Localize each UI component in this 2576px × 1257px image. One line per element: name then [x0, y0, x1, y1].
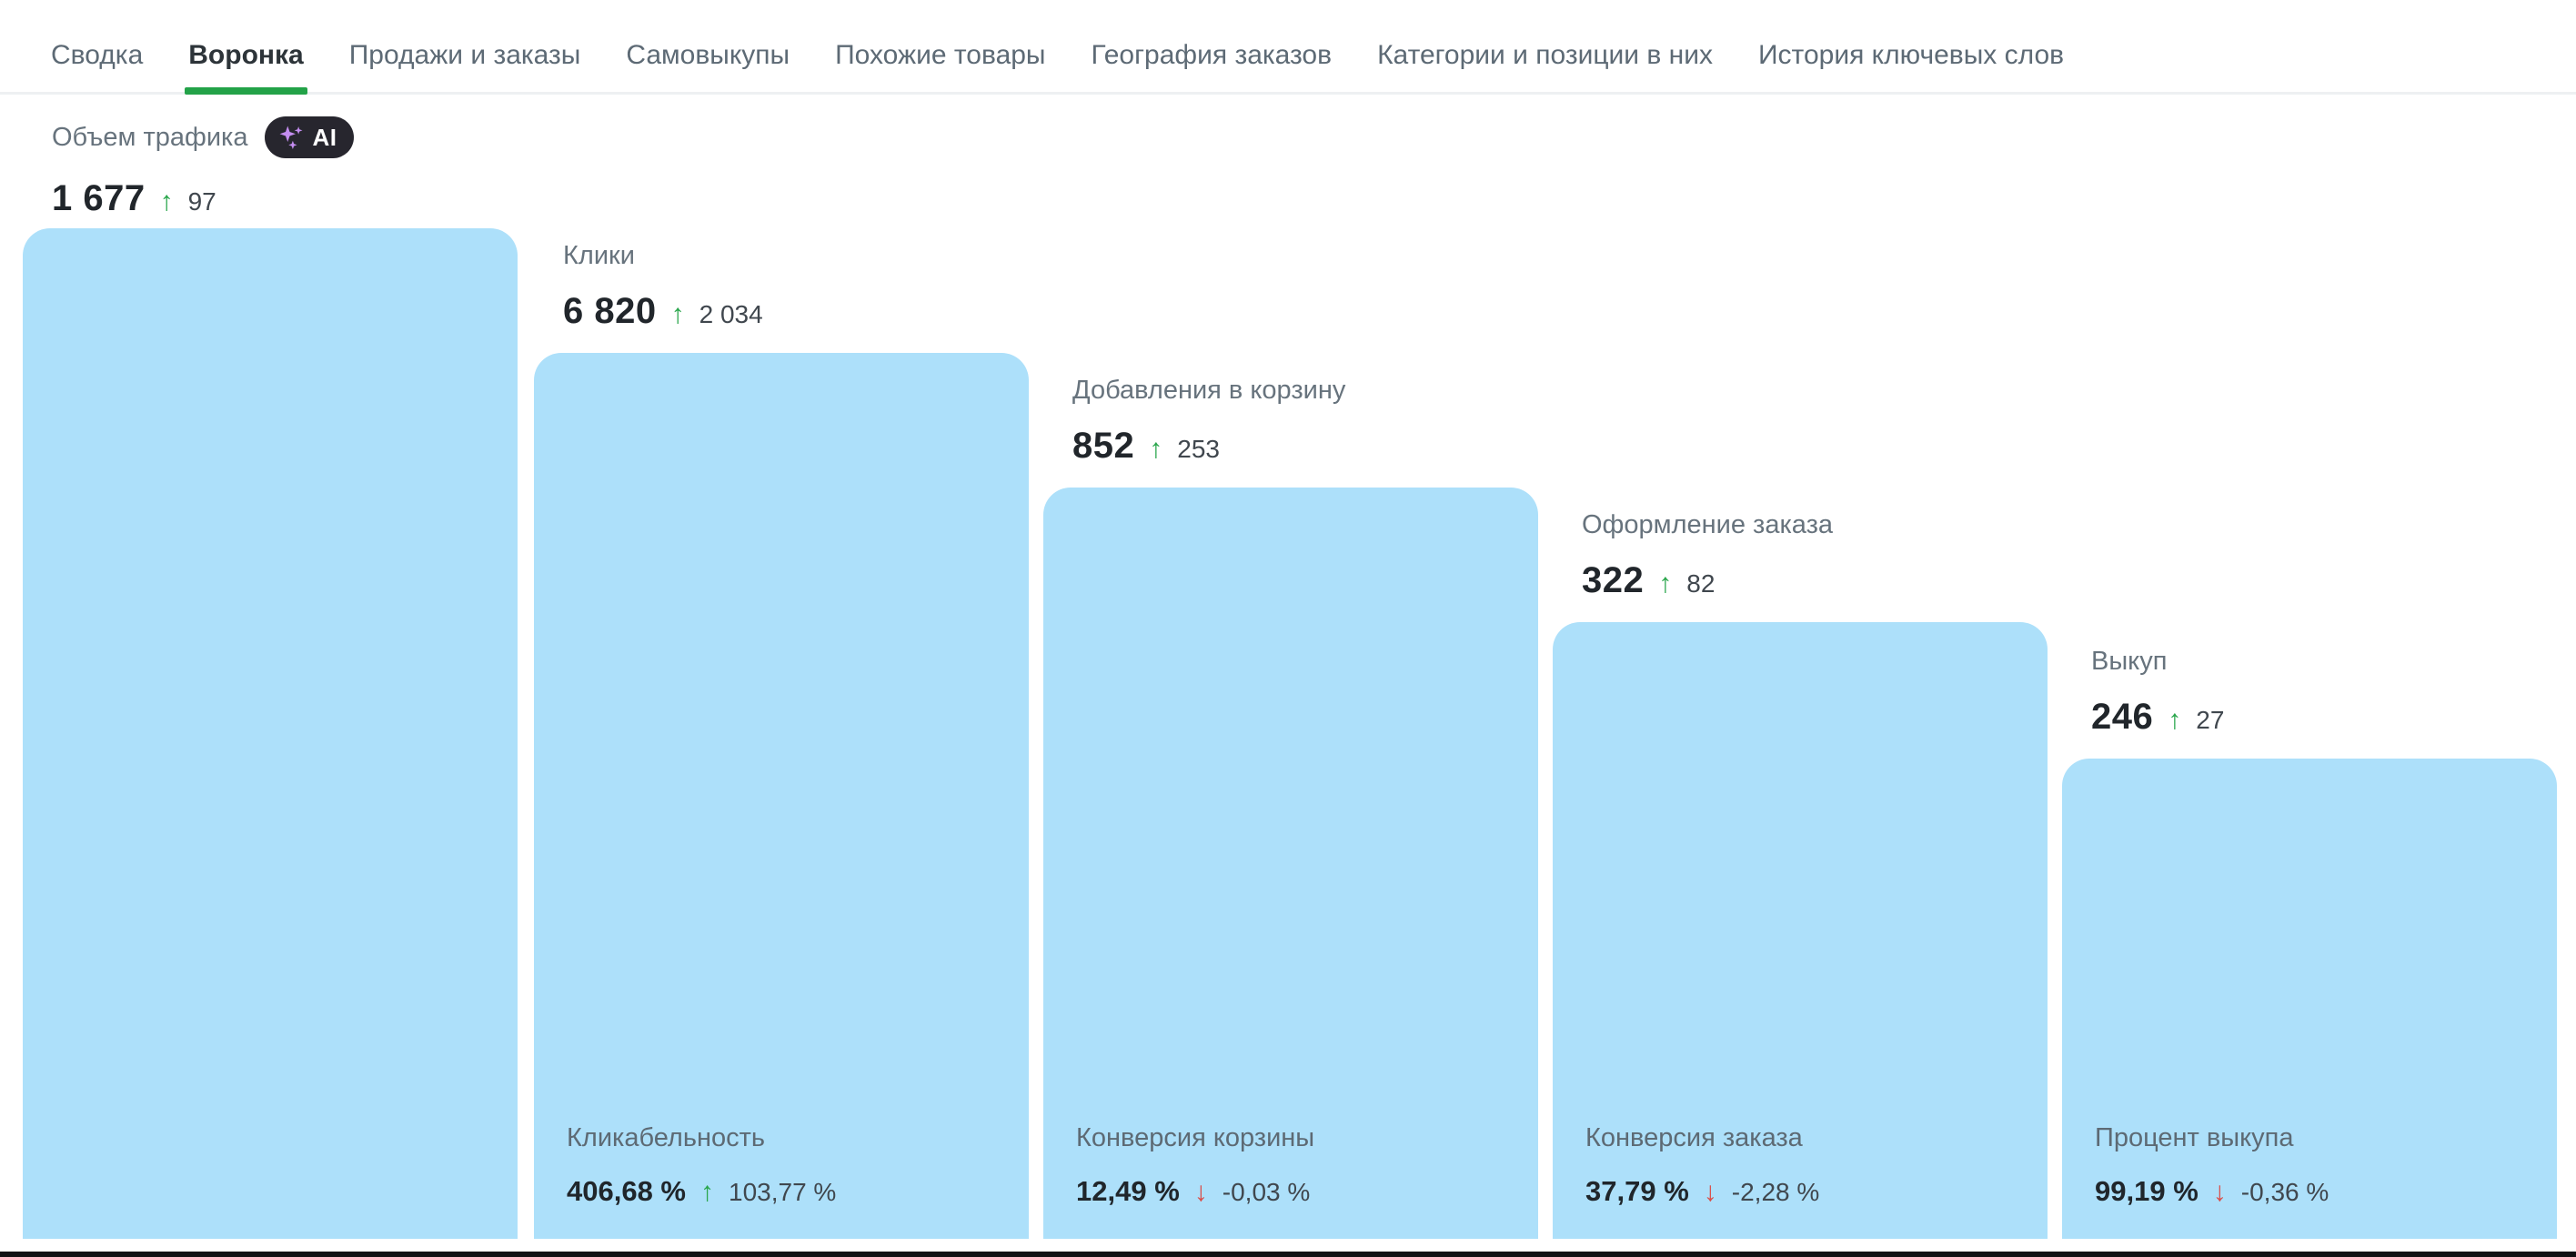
tab-kategorii-i-pozicii[interactable]: Категории и позиции в них	[1377, 40, 1713, 70]
tab-voronka[interactable]: Воронка	[185, 25, 308, 95]
conversion-block: Процент выкупа 99,19 % ↓ -0,36 %	[2095, 1123, 2329, 1208]
funnel-bar-traffic	[23, 228, 518, 1239]
conversion-block: Кликабельность 406,68 % ↑ 103,77 %	[567, 1123, 836, 1208]
stage-label: Выкуп	[2091, 647, 2168, 676]
conversion-value: 37,79 %	[1585, 1175, 1689, 1207]
arrow-up-icon: ↑	[2168, 705, 2182, 735]
stage-label: Объем трафика	[52, 122, 248, 152]
stage-header: Клики 6 820 ↑ 2 034	[563, 241, 763, 332]
funnel-stage-buyout: Выкуп 246 ↑ 27 Процент выкупа 99,19 % ↓ …	[2062, 647, 2557, 1239]
tab-prodazhi-i-zakazy[interactable]: Продажи и заказы	[348, 40, 581, 70]
tab-pohozhie-tovary[interactable]: Похожие товары	[835, 40, 1046, 70]
tab-bar: Сводка Воронка Продажи и заказы Самовыку…	[0, 0, 2576, 95]
arrow-down-icon: ↓	[1193, 1177, 1208, 1207]
conversion-value: 12,49 %	[1076, 1175, 1180, 1207]
tab-geografiya-zakazov[interactable]: География заказов	[1091, 40, 1333, 70]
stage-value: 852	[1072, 426, 1135, 466]
tab-samovykupy[interactable]: Самовыкупы	[626, 40, 790, 70]
arrow-up-icon: ↑	[1658, 568, 1673, 598]
conversion-delta: -0,36 %	[2240, 1178, 2329, 1206]
stage-header: Оформление заказа 322 ↑ 82	[1582, 510, 1833, 601]
conversion-delta: -2,28 %	[1731, 1178, 1820, 1206]
arrow-up-icon: ↑	[1149, 434, 1163, 464]
stage-value: 246	[2091, 697, 2154, 737]
stage-label: Клики	[563, 241, 635, 270]
stage-delta: 97	[187, 187, 216, 216]
funnel-stage-clicks: Клики 6 820 ↑ 2 034 Кликабельность 406,6…	[534, 241, 1029, 1239]
stage-delta: 253	[1177, 435, 1220, 463]
funnel-stage-checkout: Оформление заказа 322 ↑ 82 Конверсия зак…	[1553, 510, 2048, 1239]
funnel-bar-clicks: Кликабельность 406,68 % ↑ 103,77 %	[534, 353, 1029, 1239]
conversion-block: Конверсия корзины 12,49 % ↓ -0,03 %	[1076, 1123, 1314, 1208]
sparkles-icon	[279, 126, 303, 149]
stage-value: 322	[1582, 560, 1645, 600]
conversion-label: Конверсия корзины	[1076, 1123, 1315, 1152]
arrow-up-icon: ↑	[700, 1177, 714, 1207]
stage-delta: 2 034	[699, 300, 763, 328]
stage-header: Выкуп 246 ↑ 27	[2091, 647, 2224, 738]
conversion-value: 99,19 %	[2095, 1175, 2199, 1207]
window-bottom-border	[0, 1252, 2576, 1257]
tab-istoriya-klyuchevyh-slov[interactable]: История ключевых слов	[1757, 40, 2065, 70]
funnel-stage-traffic: Объем трафика AI 1 677 ↑ 97	[23, 116, 518, 1239]
funnel-stage-cart: Добавления в корзину 852 ↑ 253 Конверсия…	[1043, 376, 1538, 1239]
stage-delta: 27	[2196, 706, 2225, 734]
ai-badge[interactable]: AI	[264, 116, 354, 158]
conversion-label: Процент выкупа	[2095, 1123, 2294, 1152]
tab-svodka[interactable]: Сводка	[51, 40, 144, 70]
funnel-bar-checkout: Конверсия заказа 37,79 % ↓ -2,28 %	[1553, 622, 2048, 1239]
ai-badge-label: AI	[312, 123, 337, 151]
funnel-bar-buyout: Процент выкупа 99,19 % ↓ -0,36 %	[2062, 759, 2557, 1239]
stage-label: Добавления в корзину	[1072, 376, 1346, 405]
conversion-delta: 103,77 %	[729, 1178, 837, 1206]
arrow-down-icon: ↓	[1703, 1177, 1717, 1207]
conversion-value: 406,68 %	[567, 1175, 686, 1207]
conversion-label: Конверсия заказа	[1585, 1123, 1803, 1152]
conversion-block: Конверсия заказа 37,79 % ↓ -2,28 %	[1585, 1123, 1819, 1208]
stage-label: Оформление заказа	[1582, 510, 1834, 539]
arrow-up-icon: ↑	[159, 186, 174, 216]
stage-header: Добавления в корзину 852 ↑ 253	[1072, 376, 1345, 467]
stage-value: 6 820	[563, 291, 657, 331]
stage-value: 1 677	[52, 178, 146, 218]
conversion-label: Кликабельность	[567, 1123, 765, 1152]
stage-header: Объем трафика AI 1 677 ↑ 97	[52, 116, 354, 219]
stage-delta: 82	[1686, 569, 1716, 598]
conversion-delta: -0,03 %	[1222, 1178, 1311, 1206]
arrow-up-icon: ↑	[670, 299, 685, 329]
funnel-bar-cart: Конверсия корзины 12,49 % ↓ -0,03 %	[1043, 488, 1538, 1239]
arrow-down-icon: ↓	[2212, 1177, 2227, 1207]
